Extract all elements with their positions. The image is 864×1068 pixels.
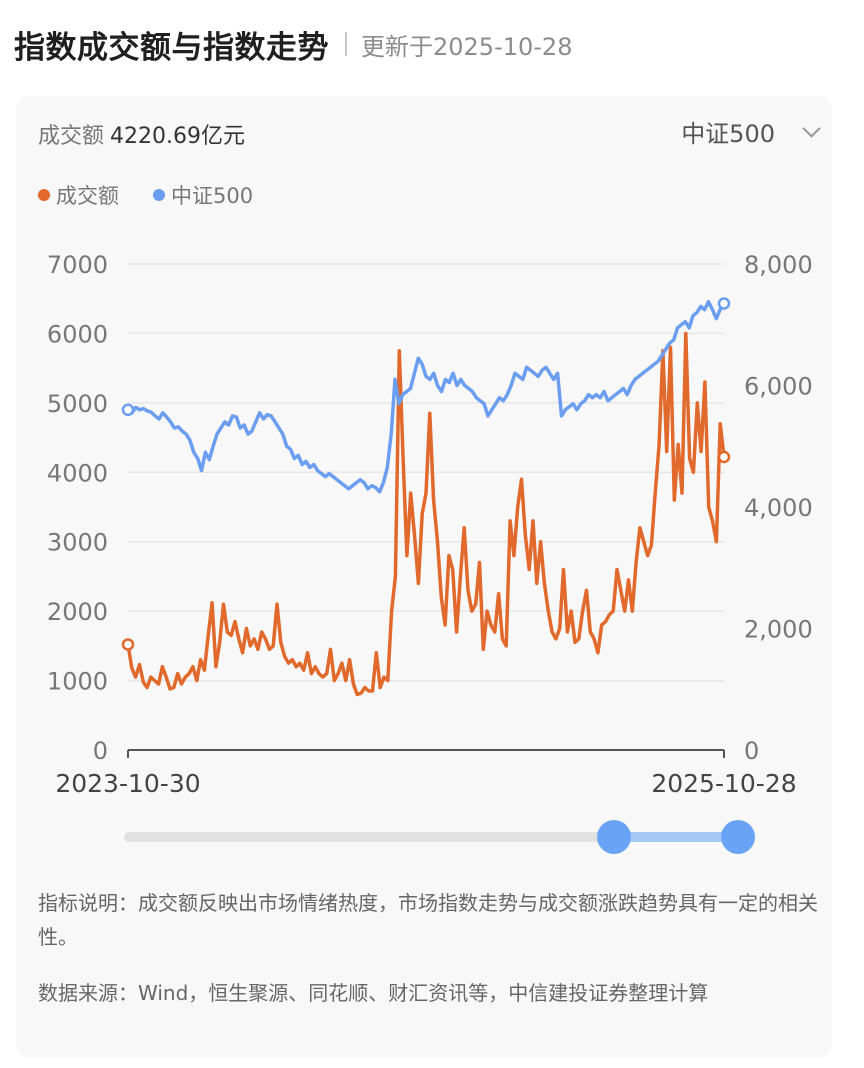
right-axis-tick-label: 6,000 — [744, 373, 813, 401]
turnover-series-line — [126, 331, 726, 697]
right-axis-tick-label: 8,000 — [744, 251, 813, 279]
left-axis-tick-label: 3000 — [47, 529, 108, 557]
page-title: 指数成交额与指数走势 — [14, 29, 329, 66]
turnover-summary: 成交额 4220.69亿元 — [38, 118, 245, 150]
legend-index-dot — [153, 189, 165, 201]
line-chart: 0 1000 2000 3000 4000 5000 6000 7000 0 2,000 4,000… — [47, 251, 813, 854]
indicator-note: 指标说明：成交额反映出市场情绪热度，市场指数走势与成交额涨跌趋势具有一定的相关性… — [38, 891, 818, 949]
left-axis-tick-label: 4000 — [47, 459, 108, 487]
source-note: 数据来源：Wind，恒生聚源、同花顺、财汇资讯等，中信建投证券整理计算 — [38, 981, 709, 1005]
index-end-point — [717, 297, 731, 310]
legend-turnover-dot — [38, 189, 50, 201]
right-axis-tick-label: 0 — [744, 737, 759, 765]
index-series-line — [126, 299, 726, 494]
left-axis-tick-label: 1000 — [47, 668, 108, 696]
slider-selected-range[interactable] — [614, 832, 738, 842]
chart-card: 成交额 4220.69亿元 中证500 成交额 中证500 0 1000 2000 30… — [16, 96, 832, 1058]
turnover-label: 成交额 — [38, 124, 105, 149]
index-selector[interactable]: 中证500 — [681, 114, 822, 149]
slider-end-handle[interactable] — [721, 820, 755, 854]
turnover-end-point — [717, 450, 731, 464]
left-axis-tick-label: 2000 — [47, 598, 108, 626]
index-selector-value: 中证500 — [681, 120, 775, 148]
x-axis-end-label: 2025-10-28 — [651, 769, 796, 798]
left-axis-tick-label: 0 — [93, 737, 108, 765]
legend-turnover[interactable]: 成交额 — [38, 180, 119, 210]
right-axis-tick-label: 4,000 — [744, 494, 813, 522]
header: 指数成交额与指数走势 更新于2025-10-28 — [14, 22, 572, 66]
left-axis-tick-label: 7000 — [47, 251, 108, 279]
left-axis-tick-label: 6000 — [47, 320, 108, 348]
right-axis-tick-label: 2,000 — [744, 616, 813, 644]
title-divider — [345, 32, 347, 56]
slider-track[interactable] — [124, 832, 734, 842]
left-axis-tick-label: 5000 — [47, 390, 108, 418]
index-start-point — [121, 403, 135, 417]
slider-start-handle[interactable] — [597, 820, 631, 854]
x-axis-start-label: 2023-10-30 — [55, 769, 200, 798]
legend-index-label: 中证500 — [171, 184, 254, 208]
update-time: 更新于2025-10-28 — [361, 32, 573, 61]
turnover-value: 4220.69亿元 — [110, 124, 245, 149]
legend-turnover-label: 成交额 — [56, 184, 119, 208]
legend-index[interactable]: 中证500 — [153, 180, 253, 210]
turnover-start-point — [121, 638, 135, 651]
chart-legend: 成交额 中证500 — [38, 180, 287, 210]
